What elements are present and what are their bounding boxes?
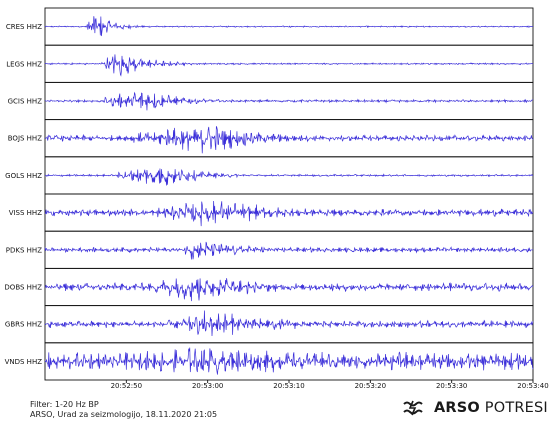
filter-label: Filter: 1-20 Hz BP — [30, 400, 99, 409]
station-label: BOJS HHZ — [8, 135, 42, 143]
seismogram-trace — [44, 91, 534, 111]
seismogram-trace — [44, 278, 534, 302]
seismogram-trace — [44, 54, 534, 77]
station-label: LEGS HHZ — [6, 60, 42, 68]
seismogram-trace — [44, 201, 534, 227]
seismogram-trace — [44, 16, 534, 37]
seismogram-trace — [44, 241, 534, 260]
station-label: CRES HHZ — [6, 23, 42, 31]
x-tick-label: 20:53:30 — [436, 382, 467, 390]
arso-logo: ARSO POTRESI — [402, 397, 548, 419]
station-label: PDKS HHZ — [6, 246, 42, 254]
station-label: GCIS HHZ — [8, 98, 43, 106]
brand-name: ARSO — [434, 400, 480, 416]
x-tick-label: 20:52:50 — [111, 382, 142, 390]
seismogram-trace — [44, 347, 534, 375]
credit-label: ARSO, Urad za seizmologijo, 18.11.2020 2… — [30, 410, 218, 419]
seismogram-trace — [44, 126, 534, 154]
x-tick-label: 20:53:10 — [273, 382, 304, 390]
seismogram-trace — [44, 310, 534, 336]
arso-waves-icon — [403, 400, 423, 416]
station-label: GOLS HHZ — [5, 172, 42, 180]
x-tick-label: 20:53:00 — [192, 382, 223, 390]
station-label: VISS HHZ — [9, 209, 42, 217]
x-tick-label: 20:53:40 — [517, 382, 548, 390]
station-label: VNDS HHZ — [5, 358, 43, 366]
station-label: DOBS HHZ — [4, 284, 42, 292]
station-label: GBRS HHZ — [5, 321, 42, 329]
seismogram-trace — [44, 168, 534, 186]
x-tick-label: 20:53:20 — [355, 382, 386, 390]
brand-suffix: POTRESI — [479, 400, 548, 416]
